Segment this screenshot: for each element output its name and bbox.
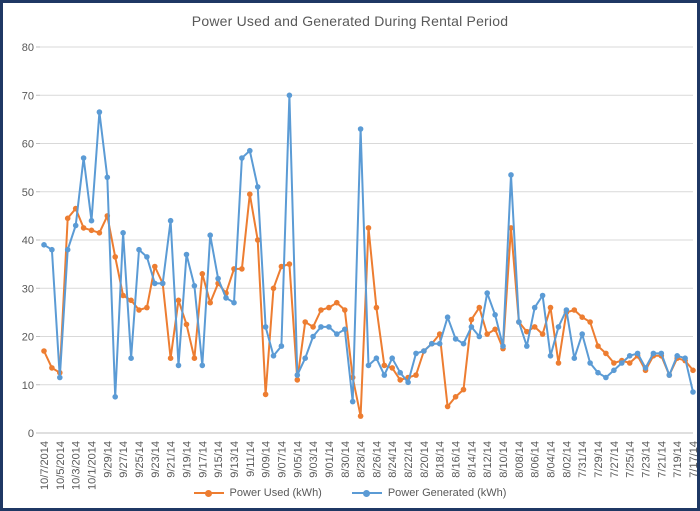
- svg-text:9/01/14: 9/01/14: [324, 441, 336, 478]
- svg-text:10/1/2014: 10/1/2014: [86, 441, 98, 490]
- svg-text:9/25/14: 9/25/14: [134, 441, 146, 478]
- svg-text:8/18/14: 8/18/14: [435, 441, 447, 478]
- svg-text:7/25/14: 7/25/14: [625, 441, 637, 478]
- legend-label: Power Used (kWh): [229, 487, 322, 499]
- svg-text:8/02/14: 8/02/14: [561, 441, 573, 478]
- svg-text:8/30/14: 8/30/14: [340, 441, 352, 478]
- line-marker-icon: [193, 489, 224, 497]
- legend-item-power-used: Power Used (kWh): [193, 487, 322, 499]
- svg-text:8/08/14: 8/08/14: [514, 441, 526, 478]
- svg-text:0: 0: [28, 428, 34, 440]
- svg-text:9/19/14: 9/19/14: [181, 441, 193, 478]
- svg-text:10/3/2014: 10/3/2014: [71, 441, 83, 490]
- svg-text:8/22/14: 8/22/14: [403, 441, 415, 478]
- svg-text:9/09/14: 9/09/14: [261, 441, 273, 478]
- svg-text:8/14/14: 8/14/14: [466, 441, 478, 478]
- legend-item-power-generated: Power Generated (kWh): [351, 487, 507, 499]
- svg-text:8/26/14: 8/26/14: [371, 441, 383, 478]
- svg-text:70: 70: [22, 90, 34, 102]
- svg-text:9/23/14: 9/23/14: [150, 441, 162, 478]
- svg-text:8/16/14: 8/16/14: [451, 441, 463, 478]
- svg-text:7/23/14: 7/23/14: [641, 441, 653, 478]
- svg-text:8/06/14: 8/06/14: [530, 441, 542, 478]
- svg-text:80: 80: [22, 42, 34, 54]
- svg-text:9/11/14: 9/11/14: [245, 441, 257, 477]
- svg-text:9/29/14: 9/29/14: [102, 441, 114, 478]
- svg-text:9/21/14: 9/21/14: [166, 441, 178, 478]
- svg-text:10/7/2014: 10/7/2014: [39, 441, 51, 490]
- chart-title: Power Used and Generated During Rental P…: [191, 13, 509, 29]
- svg-text:7/29/14: 7/29/14: [593, 441, 605, 478]
- svg-text:9/13/14: 9/13/14: [229, 441, 241, 478]
- svg-text:8/10/14: 8/10/14: [498, 441, 510, 478]
- svg-text:7/27/14: 7/27/14: [609, 441, 621, 478]
- svg-text:7/31/14: 7/31/14: [577, 441, 589, 478]
- svg-text:8/04/14: 8/04/14: [546, 441, 558, 478]
- svg-text:10: 10: [22, 380, 34, 392]
- legend-label: Power Generated (kWh): [387, 487, 507, 499]
- svg-text:50: 50: [22, 187, 34, 199]
- svg-text:8/24/14: 8/24/14: [387, 441, 399, 478]
- svg-text:60: 60: [22, 139, 34, 151]
- chart-legend: Power Used (kWh) Power Generated (kWh): [3, 487, 697, 499]
- svg-text:40: 40: [22, 235, 34, 247]
- svg-text:9/05/14: 9/05/14: [292, 441, 304, 478]
- svg-text:8/20/14: 8/20/14: [419, 441, 431, 478]
- svg-text:7/17/14: 7/17/14: [688, 441, 700, 478]
- svg-text:10/5/2014: 10/5/2014: [55, 441, 67, 490]
- svg-text:9/27/14: 9/27/14: [118, 441, 130, 478]
- svg-text:9/03/14: 9/03/14: [308, 441, 320, 478]
- svg-text:20: 20: [22, 332, 34, 344]
- chart-canvas: 0 10 20 30 40 50 60 70 80 10/7/2014 10/5/2014 10/3/…: [22, 42, 700, 490]
- line-marker-icon: [351, 489, 382, 497]
- svg-text:30: 30: [22, 283, 34, 295]
- svg-text:7/21/14: 7/21/14: [656, 441, 668, 478]
- svg-text:8/12/14: 8/12/14: [482, 441, 494, 478]
- svg-text:9/15/14: 9/15/14: [213, 441, 225, 478]
- svg-text:7/19/14: 7/19/14: [672, 441, 684, 478]
- svg-text:8/28/14: 8/28/14: [356, 441, 368, 478]
- svg-text:9/07/14: 9/07/14: [276, 441, 288, 478]
- svg-text:9/17/14: 9/17/14: [197, 441, 209, 478]
